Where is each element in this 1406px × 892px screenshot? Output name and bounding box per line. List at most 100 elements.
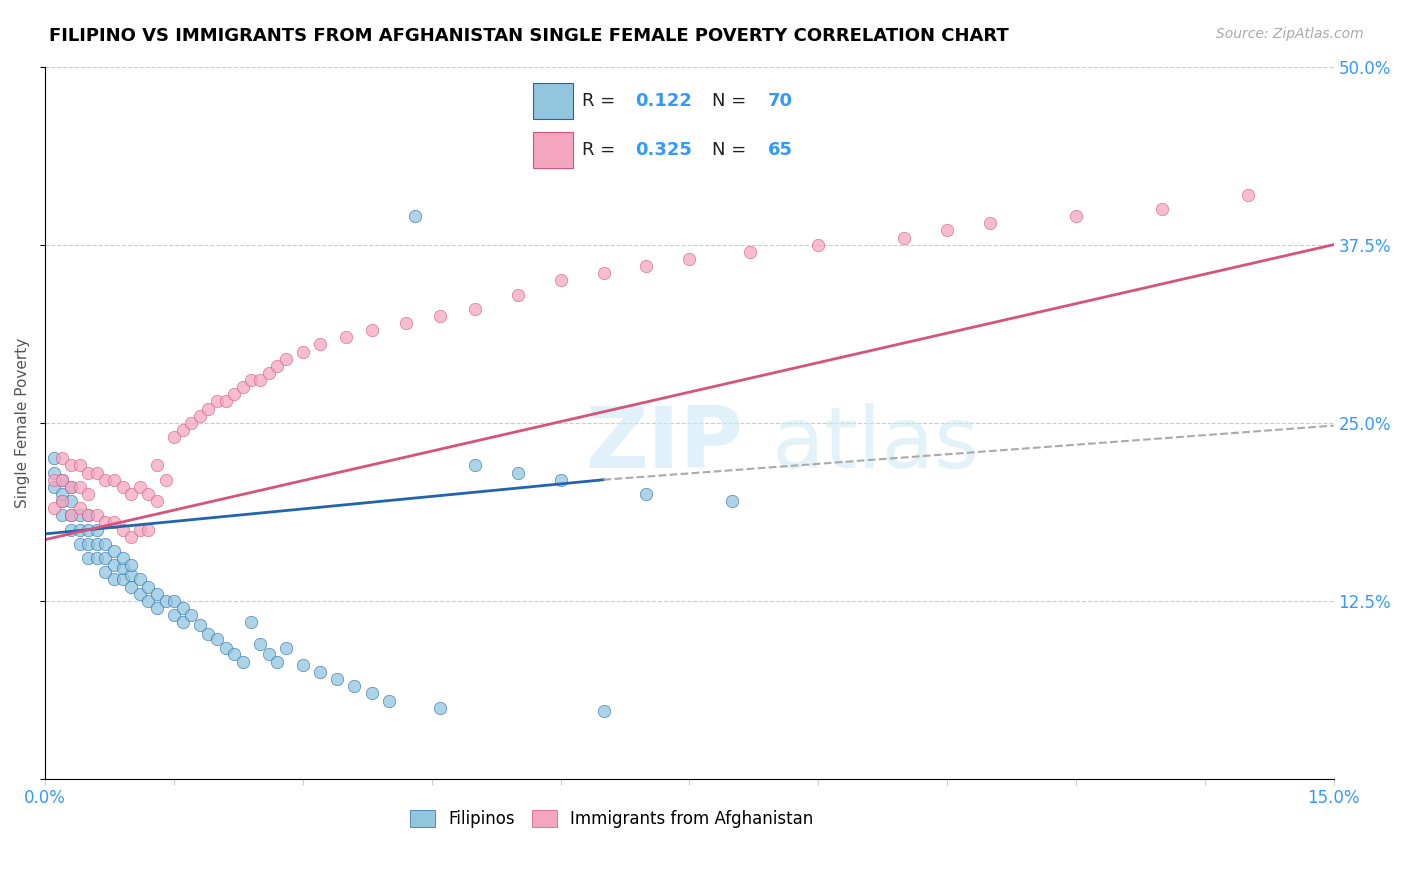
Point	[464, 301, 486, 316]
Point	[94, 516, 117, 530]
Point	[232, 380, 254, 394]
Point	[111, 551, 134, 566]
Point	[291, 657, 314, 672]
Y-axis label: Single Female Poverty: Single Female Poverty	[15, 338, 30, 508]
Point	[146, 587, 169, 601]
Point	[86, 537, 108, 551]
Point	[979, 216, 1001, 230]
Point	[128, 573, 150, 587]
Point	[60, 458, 83, 473]
Text: R =: R =	[582, 141, 621, 159]
Point	[77, 487, 100, 501]
Point	[163, 430, 186, 444]
Point	[111, 561, 134, 575]
Point	[721, 494, 744, 508]
Point	[180, 416, 202, 430]
Point	[77, 551, 100, 566]
Point	[188, 409, 211, 423]
Point	[738, 244, 761, 259]
Point	[291, 344, 314, 359]
Point	[69, 508, 91, 523]
Point	[120, 530, 142, 544]
Point	[249, 373, 271, 387]
Point	[86, 508, 108, 523]
Point	[172, 601, 194, 615]
Point	[395, 316, 418, 330]
Point	[240, 615, 263, 630]
Point	[51, 508, 73, 523]
Text: N =: N =	[711, 92, 752, 110]
Point	[120, 487, 142, 501]
Legend: Filipinos, Immigrants from Afghanistan: Filipinos, Immigrants from Afghanistan	[404, 803, 820, 835]
Point	[155, 594, 177, 608]
Text: 0.122: 0.122	[634, 92, 692, 110]
Point	[257, 366, 280, 380]
Point	[936, 223, 959, 237]
Point	[60, 494, 83, 508]
Point	[77, 508, 100, 523]
Text: 0.325: 0.325	[634, 141, 692, 159]
Point	[86, 466, 108, 480]
Point	[60, 523, 83, 537]
Point	[205, 632, 228, 647]
Point	[111, 480, 134, 494]
Point	[214, 640, 236, 655]
Point	[224, 387, 246, 401]
Point	[205, 394, 228, 409]
Point	[146, 458, 169, 473]
Point	[429, 309, 451, 323]
Point	[266, 359, 288, 373]
Point	[266, 655, 288, 669]
Point	[180, 608, 202, 623]
Point	[464, 458, 486, 473]
Point	[103, 516, 125, 530]
Point	[807, 237, 830, 252]
Point	[138, 594, 160, 608]
Point	[274, 351, 297, 366]
Point	[163, 594, 186, 608]
Point	[111, 523, 134, 537]
Point	[103, 573, 125, 587]
Point	[240, 373, 263, 387]
Point	[69, 458, 91, 473]
Point	[1150, 202, 1173, 216]
Point	[335, 330, 357, 344]
Point	[172, 423, 194, 437]
Text: R =: R =	[582, 92, 621, 110]
Text: 65: 65	[768, 141, 793, 159]
Point	[69, 501, 91, 516]
Point	[128, 523, 150, 537]
Text: 70: 70	[768, 92, 793, 110]
Point	[326, 672, 349, 686]
Point	[138, 523, 160, 537]
Bar	[533, 132, 572, 168]
Point	[360, 323, 382, 337]
Point	[77, 466, 100, 480]
Point	[188, 618, 211, 632]
Point	[60, 480, 83, 494]
Point	[51, 487, 73, 501]
Point	[51, 494, 73, 508]
Point	[163, 608, 186, 623]
Point	[138, 580, 160, 594]
Point	[678, 252, 700, 266]
Point	[592, 266, 614, 280]
Point	[77, 537, 100, 551]
Point	[592, 704, 614, 718]
Point	[94, 537, 117, 551]
Point	[506, 287, 529, 301]
Point	[138, 487, 160, 501]
Point	[86, 551, 108, 566]
Point	[42, 501, 65, 516]
Point	[1064, 209, 1087, 223]
Point	[893, 230, 915, 244]
Point	[42, 466, 65, 480]
Point	[378, 693, 401, 707]
Text: FILIPINO VS IMMIGRANTS FROM AFGHANISTAN SINGLE FEMALE POVERTY CORRELATION CHART: FILIPINO VS IMMIGRANTS FROM AFGHANISTAN …	[49, 27, 1010, 45]
Text: atlas: atlas	[772, 402, 980, 485]
Point	[94, 473, 117, 487]
Point	[1236, 187, 1258, 202]
Point	[94, 566, 117, 580]
Point	[51, 473, 73, 487]
Point	[128, 587, 150, 601]
